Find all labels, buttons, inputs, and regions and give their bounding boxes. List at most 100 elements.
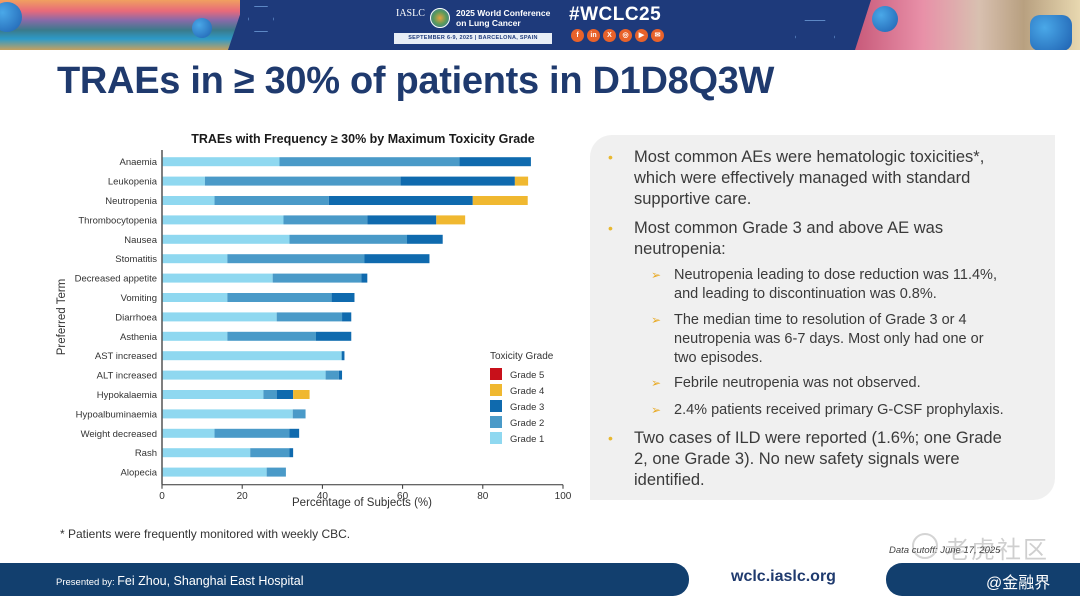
x-axis-label: Percentage of Subjects (%)	[292, 497, 432, 509]
category-label: AST increased	[95, 351, 157, 362]
bar-segment-grade-3	[407, 234, 443, 244]
sub-bullet-line: and leading to discontinuation was 0.8%.	[674, 286, 937, 302]
bar-segment-grade-2	[204, 176, 401, 186]
bullet-line: Two cases of ILD were reported (1.6%; on…	[634, 429, 1002, 447]
x-tick-label: 60	[397, 491, 409, 502]
bar-segment-grade-3	[361, 273, 368, 283]
legend-title: Toxicity Grade	[490, 351, 554, 362]
social-links: f in X ◎ ▶ ✉	[571, 29, 664, 42]
arrow-bullet-icon: ➢	[651, 403, 662, 417]
sub-bullet-resolution-time: ➢ The median time to resolution of Grade…	[651, 311, 984, 368]
bullet-hematologic: • Most common AEs were hematologic toxic…	[608, 147, 985, 210]
bar-segment-grade-3	[276, 390, 294, 399]
bar-segment-grade-2	[250, 448, 290, 458]
decorative-bubble	[0, 2, 22, 32]
bullet-line: Most common Grade 3 and above AE was	[634, 219, 944, 237]
presenter-credit: Presented by: Fei Zhou, Shanghai East Ho…	[56, 572, 303, 590]
chart-title: TRAEs with Frequency ≥ 30% by Maximum To…	[191, 132, 535, 146]
decorative-bubble	[1030, 15, 1072, 50]
bar-segment-grade-4	[472, 196, 528, 205]
legend-label: Grade 2	[510, 418, 544, 429]
category-label: Alopecia	[121, 468, 158, 479]
bar-segment-grade-3	[338, 370, 343, 380]
bar-segment-grade-2	[227, 293, 332, 302]
bar-segment-grade-2	[263, 390, 277, 399]
x-tick-label: 100	[555, 491, 572, 502]
bar-segment-grade-3	[341, 351, 345, 361]
category-label: Decreased appetite	[75, 274, 157, 285]
x-axis: 0 20 40 60 80 100	[159, 484, 572, 502]
bullet-ild: • Two cases of ILD were reported (1.6%; …	[608, 428, 1002, 491]
bar-segment-grade-1	[162, 293, 228, 302]
legend-swatch	[490, 400, 502, 412]
bullet-line: which were effectively managed with stan…	[634, 169, 971, 187]
bar-segment-grade-3	[342, 312, 352, 322]
bar-group	[162, 157, 531, 477]
trae-chart: TRAEs with Frequency ≥ 30% by Maximum To…	[40, 125, 585, 515]
bullet-icon: •	[608, 430, 613, 446]
bar-segment-grade-1	[162, 254, 228, 264]
bullet-line: identified.	[634, 471, 705, 489]
bar-segment-grade-4	[293, 390, 310, 399]
legend-label: Grade 4	[510, 386, 544, 397]
bullet-line: Most common AEs were hematologic toxicit…	[634, 148, 985, 166]
legend-label: Grade 3	[510, 402, 544, 413]
bullet-line: 2, one Grade 3). No new safety signals w…	[634, 450, 960, 468]
bar-segment-grade-3	[315, 331, 352, 341]
conference-title-line1: 2025 World Conference	[456, 8, 551, 18]
category-label: Nausea	[124, 235, 157, 246]
wechat-icon[interactable]: ✉	[651, 29, 664, 42]
bar-segment-grade-1	[162, 215, 284, 225]
bar-segment-grade-1	[162, 234, 290, 244]
sub-bullet-line: two episodes.	[674, 350, 763, 366]
bar-segment-grade-1	[162, 370, 326, 380]
bar-segment-grade-3	[289, 428, 300, 438]
x-icon[interactable]: X	[603, 29, 616, 42]
bar-segment-grade-1	[162, 467, 267, 477]
linkedin-icon[interactable]: in	[587, 29, 600, 42]
source-handle: @金融界	[986, 575, 1051, 592]
trae-bar-chart: TRAEs with Frequency ≥ 30% by Maximum To…	[56, 132, 572, 509]
bar-segment-grade-1	[162, 409, 293, 419]
sub-bullet-dose-reduction: ➢ Neutropenia leading to dose reduction …	[651, 266, 997, 304]
category-label: Diarrhoea	[115, 312, 157, 323]
bullet-grade3-neutropenia: • Most common Grade 3 and above AE was n…	[608, 218, 944, 260]
arrow-bullet-icon: ➢	[651, 268, 662, 282]
instagram-icon[interactable]: ◎	[619, 29, 632, 42]
x-tick-label: 20	[237, 491, 249, 502]
legend-swatch	[490, 384, 502, 396]
legend-swatch	[490, 432, 502, 444]
bar-segment-grade-3	[289, 448, 294, 458]
conference-logo: IASLC 2025 World Conference on Lung Canc…	[392, 6, 552, 44]
bar-segment-grade-1	[162, 390, 264, 399]
category-label: Neutropenia	[105, 196, 157, 207]
bar-segment-grade-1	[162, 273, 273, 283]
bar-segment-grade-4	[514, 176, 529, 186]
category-label: Weight decreased	[81, 429, 157, 440]
bar-segment-grade-1	[162, 448, 251, 458]
website-link[interactable]: wclc.iaslc.org	[731, 568, 836, 585]
bullet-icon: •	[608, 149, 613, 165]
bar-segment-grade-1	[162, 176, 205, 186]
bar-segment-grade-3	[367, 215, 437, 225]
category-label: Rash	[135, 448, 157, 459]
hexagon-decoration	[795, 20, 835, 50]
bar-segment-grade-2	[325, 370, 339, 380]
bar-segment-grade-2	[292, 409, 306, 419]
category-label: Hypoalbuminaemia	[76, 409, 158, 420]
bar-segment-grade-1	[162, 157, 280, 167]
sub-bullet-line: 2.4% patients received primary G-CSF pro…	[674, 402, 1004, 418]
presenter-name: Fei Zhou, Shanghai East Hospital	[117, 574, 304, 588]
bar-segment-grade-2	[272, 273, 362, 283]
category-label: Leukopenia	[108, 177, 158, 188]
conference-title-line2: on Lung Cancer	[456, 18, 521, 28]
bar-segment-grade-1	[162, 196, 215, 205]
youtube-icon[interactable]: ▶	[635, 29, 648, 42]
footer-right-bar: @金融界	[886, 563, 1080, 596]
legend: Toxicity Grade Grade 5 Grade 4 Grade 3 Grad…	[490, 351, 554, 445]
facebook-icon[interactable]: f	[571, 29, 584, 42]
sub-bullet-line: neutropenia was 6-7 days. Most only had …	[674, 331, 984, 347]
category-label: Asthenia	[120, 332, 158, 343]
data-cutoff: Data cutoff: June 17, 2025	[889, 545, 1001, 556]
bar-segment-grade-4	[436, 215, 466, 225]
